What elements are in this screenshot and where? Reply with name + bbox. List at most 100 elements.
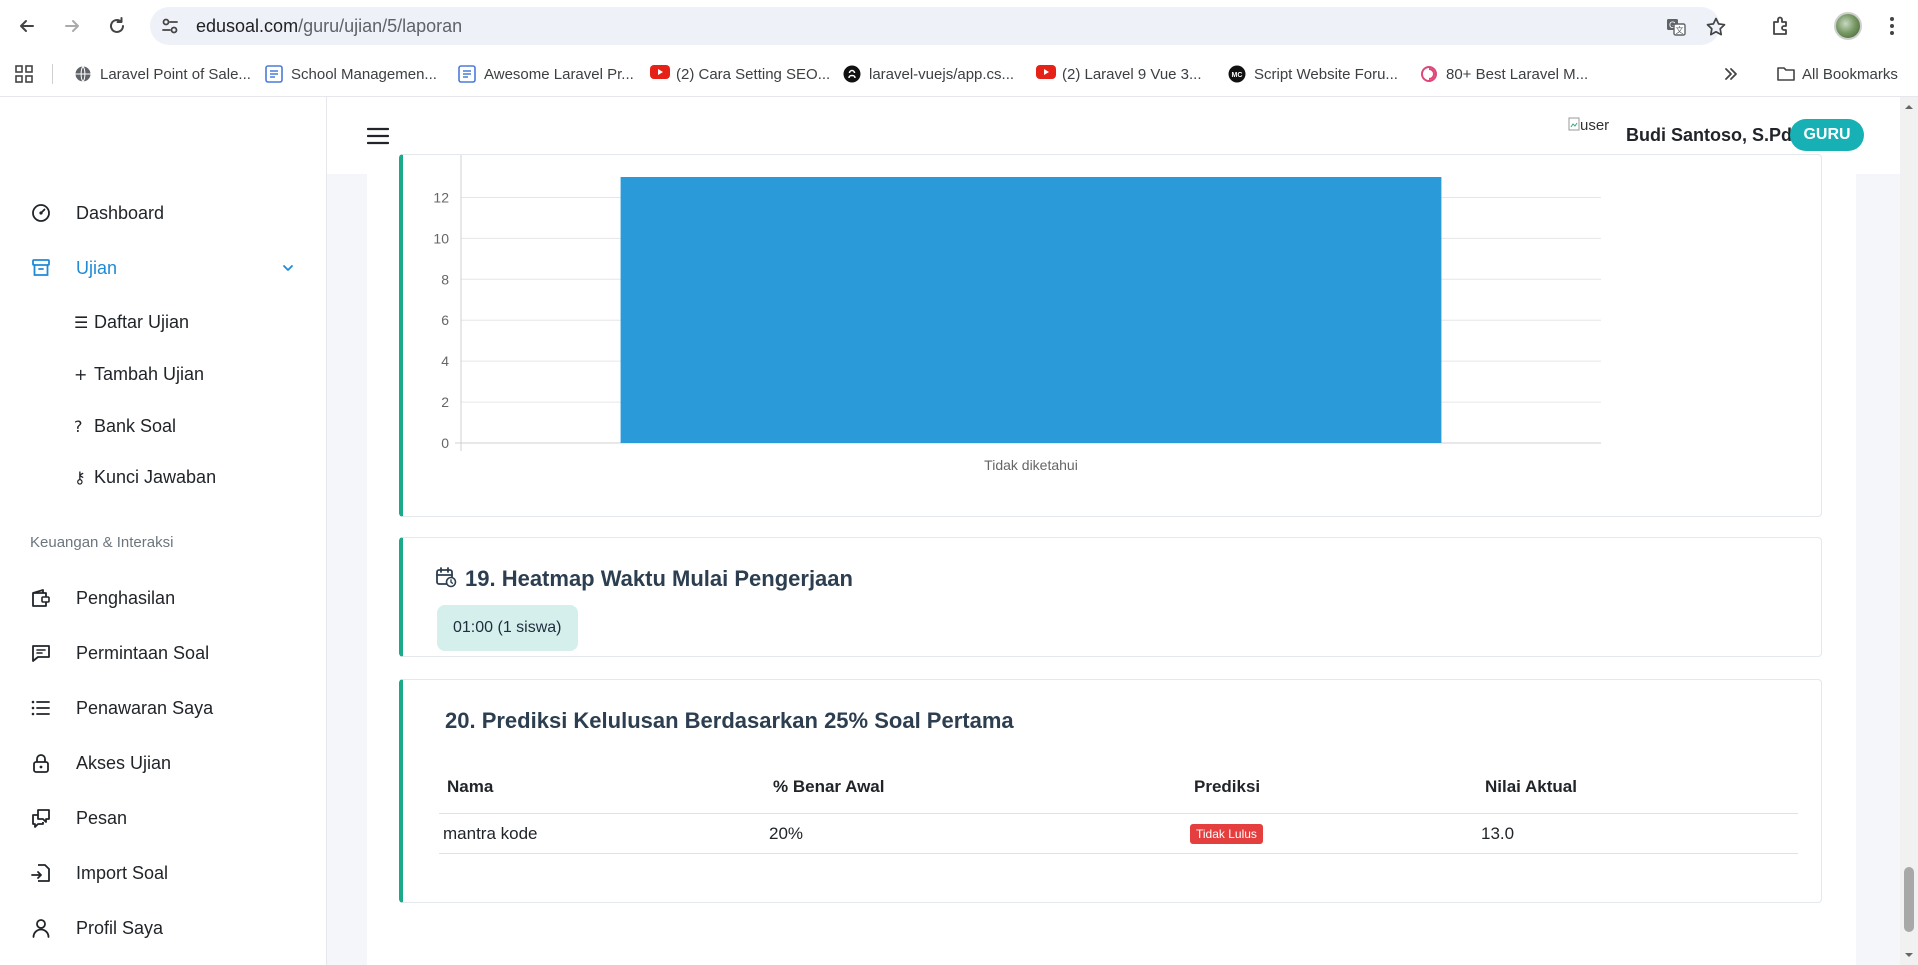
app-root: Dashboard Ujian ☰ Daftar Ujian + Tambah …	[0, 97, 1900, 965]
bookmark-item[interactable]: Awesome Laravel Pr...	[458, 63, 634, 85]
user-icon	[30, 917, 52, 939]
sidebar-item-label: Penawaran Saya	[76, 697, 214, 718]
browser-menu-icon[interactable]	[1878, 12, 1906, 40]
bookmarks-bar: Laravel Point of Sale... School Managemen…	[0, 52, 1918, 97]
bar-chart: 0 2 4 6 8 10 12 Tidak diketahui	[433, 155, 1601, 473]
sidebar-subitem-tambah-ujian[interactable]: + Tambah Ujian	[74, 361, 204, 387]
column-header: Nilai Aktual	[1477, 760, 1798, 814]
app-icon	[458, 65, 476, 83]
column-header: % Benar Awal	[765, 760, 1186, 814]
bookmark-label: 80+ Best Laravel M...	[1446, 65, 1589, 83]
plus-icon: +	[74, 364, 88, 384]
y-tick-label: 0	[441, 435, 449, 451]
import-icon	[30, 862, 52, 884]
svg-text:MC: MC	[1232, 72, 1243, 79]
bookmark-item[interactable]: laravel-vuejs/app.cs...	[843, 63, 1014, 85]
messages-icon	[30, 807, 52, 829]
sidebar-subitem-bank-soal[interactable]: ? Bank Soal	[74, 413, 176, 439]
y-tick-label: 8	[441, 271, 449, 287]
bookmark-item[interactable]: School Managemen...	[265, 63, 437, 85]
sidebar-subitem-kunci-jawaban[interactable]: ⚷ Kunci Jawaban	[74, 464, 216, 490]
sidebar-subitem-daftar-ujian[interactable]: ☰ Daftar Ujian	[74, 309, 189, 335]
chevron-down-icon[interactable]	[281, 259, 295, 280]
bookmark-star-icon[interactable]	[1705, 16, 1727, 38]
reload-icon[interactable]	[103, 12, 131, 40]
heatmap-card: 19. Heatmap Waktu Mulai Pengerjaan 01:00…	[399, 537, 1822, 657]
wallet-icon	[30, 587, 52, 609]
status-badge: Tidak Lulus	[1190, 824, 1263, 844]
sidebar-item-profil-saya[interactable]: Profil Saya	[30, 913, 163, 943]
bookmark-item[interactable]: (2) Cara Setting SEO...	[650, 63, 830, 85]
cell-prediksi: Tidak Lulus	[1186, 813, 1477, 854]
column-header: Prediksi	[1186, 760, 1477, 814]
avatar-alt-text: user	[1580, 117, 1610, 134]
sidebar-item-penawaran-saya[interactable]: Penawaran Saya	[30, 693, 213, 723]
sidebar-item-akses-ujian[interactable]: Akses Ujian	[30, 748, 171, 778]
sidebar-item-label: Pesan	[76, 807, 128, 828]
sidebar-item-label: Permintaan Soal	[76, 642, 210, 663]
y-tick-label: 10	[433, 230, 449, 246]
sidebar: Dashboard Ujian ☰ Daftar Ujian + Tambah …	[0, 97, 327, 965]
youtube-icon	[1036, 65, 1056, 83]
user-name[interactable]: Budi Santoso, S.Pd	[1626, 125, 1793, 145]
bookmarks-separator	[52, 64, 53, 84]
hamburger-menu-icon[interactable]	[366, 127, 390, 145]
bookmark-label: laravel-vuejs/app.cs...	[869, 65, 1015, 83]
y-tick-label: 6	[441, 312, 449, 328]
y-tick-label: 4	[441, 353, 449, 369]
svg-text:文: 文	[1676, 25, 1684, 35]
bookmark-label: (2) Cara Setting SEO...	[676, 65, 831, 83]
bookmark-label: Awesome Laravel Pr...	[484, 65, 634, 83]
forward-icon[interactable]	[58, 12, 86, 40]
profile-avatar-icon[interactable]	[1834, 12, 1862, 40]
bookmark-item[interactable]: Laravel Point of Sale...	[74, 63, 251, 85]
globe-icon	[74, 65, 92, 83]
bookmark-item[interactable]: 80+ Best Laravel M...	[1420, 63, 1588, 85]
bookmark-item[interactable]: MC Script Website Foru...	[1228, 63, 1398, 85]
sidebar-item-pesan[interactable]: Pesan	[30, 803, 127, 833]
key-icon: ⚷	[74, 467, 86, 487]
site-settings-icon[interactable]	[160, 16, 180, 36]
sidebar-subitem-label: Daftar Ujian	[94, 311, 190, 332]
sidebar-item-penghasilan[interactable]: Penghasilan	[30, 583, 175, 613]
scroll-down-icon[interactable]	[1900, 949, 1918, 963]
mc-icon: MC	[1228, 65, 1246, 83]
extensions-icon[interactable]	[1767, 12, 1795, 40]
sidebar-item-dashboard[interactable]: Dashboard	[30, 198, 164, 228]
sidebar-subitem-label: Kunci Jawaban	[94, 466, 217, 487]
chart-card: 0 2 4 6 8 10 12 Tidak diketahui	[399, 154, 1822, 517]
role-badge: GURU	[1790, 119, 1864, 151]
sidebar-subitem-label: Bank Soal	[94, 415, 177, 436]
bookmark-label: School Managemen...	[291, 65, 437, 83]
y-tick-label: 12	[433, 189, 449, 205]
gauge-icon	[30, 202, 52, 224]
apps-grid-icon[interactable]	[14, 64, 34, 84]
sidebar-item-label: Akses Ujian	[76, 752, 172, 773]
list-icon: ☰	[74, 312, 89, 332]
table-header-row: Nama % Benar Awal Prediksi Nilai Aktual	[439, 760, 1798, 814]
more-bookmarks-icon[interactable]	[1717, 60, 1745, 88]
app-icon	[265, 65, 283, 83]
user-avatar[interactable]: user	[1568, 117, 1612, 141]
calendar-clock-icon	[435, 566, 457, 593]
sidebar-item-label: Profil Saya	[76, 917, 164, 938]
all-bookmarks[interactable]: All Bookmarks	[1776, 63, 1898, 85]
page-scrollbar[interactable]	[1900, 97, 1918, 965]
sidebar-item-import-soal[interactable]: Import Soal	[30, 858, 168, 888]
prediction-table: Nama % Benar Awal Prediksi Nilai Aktual …	[439, 760, 1798, 854]
sidebar-item-label: Penghasilan	[76, 587, 176, 608]
all-bookmarks-label: All Bookmarks	[1802, 65, 1898, 83]
scroll-up-icon[interactable]	[1900, 99, 1918, 113]
cell-nilai-aktual: 13.0	[1477, 813, 1798, 854]
bookmark-item[interactable]: (2) Laravel 9 Vue 3...	[1036, 63, 1202, 85]
bookmark-label: (2) Laravel 9 Vue 3...	[1062, 65, 1202, 83]
heatmap-chip: 01:00 (1 siswa)	[437, 605, 578, 651]
back-icon[interactable]	[13, 12, 41, 40]
list-icon	[30, 697, 52, 719]
scrollbar-thumb[interactable]	[1904, 867, 1914, 932]
sidebar-item-permintaan-soal[interactable]: Permintaan Soal	[30, 638, 209, 668]
sidebar-item-ujian[interactable]: Ujian	[30, 253, 300, 283]
